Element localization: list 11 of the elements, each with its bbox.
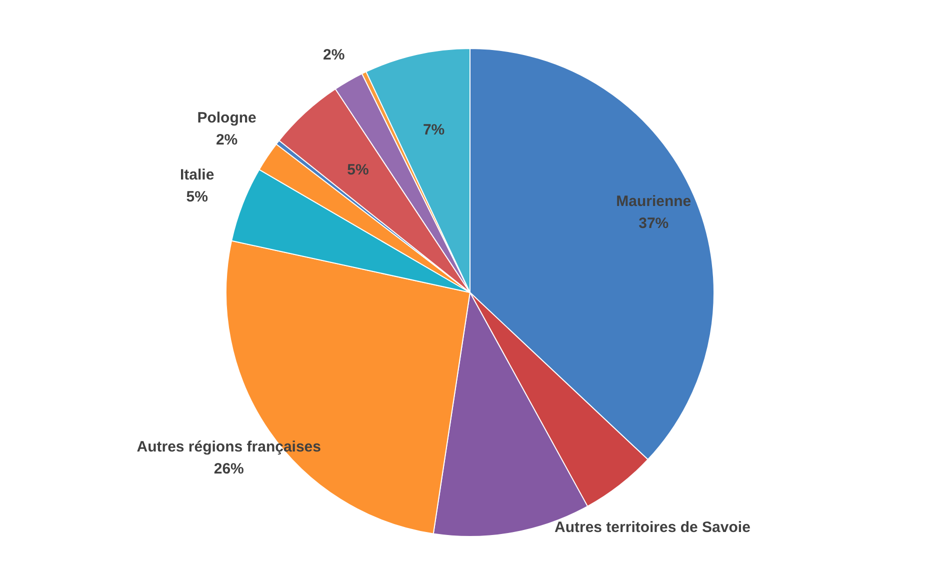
data-label: 2% xyxy=(323,46,345,64)
data-label: 5% xyxy=(347,161,369,178)
data-label: 7% xyxy=(422,122,445,139)
slice-label: Autres territoires de Savoie xyxy=(554,518,750,536)
data-label: 26% xyxy=(214,460,244,478)
data-label: 2% xyxy=(216,132,238,149)
data-label: 5% xyxy=(186,188,208,206)
slice-label: Italie xyxy=(180,166,214,184)
slice-label: Maurienne xyxy=(616,193,692,210)
data-label: 37% xyxy=(638,215,669,232)
slice-label: Pologne xyxy=(197,110,256,127)
